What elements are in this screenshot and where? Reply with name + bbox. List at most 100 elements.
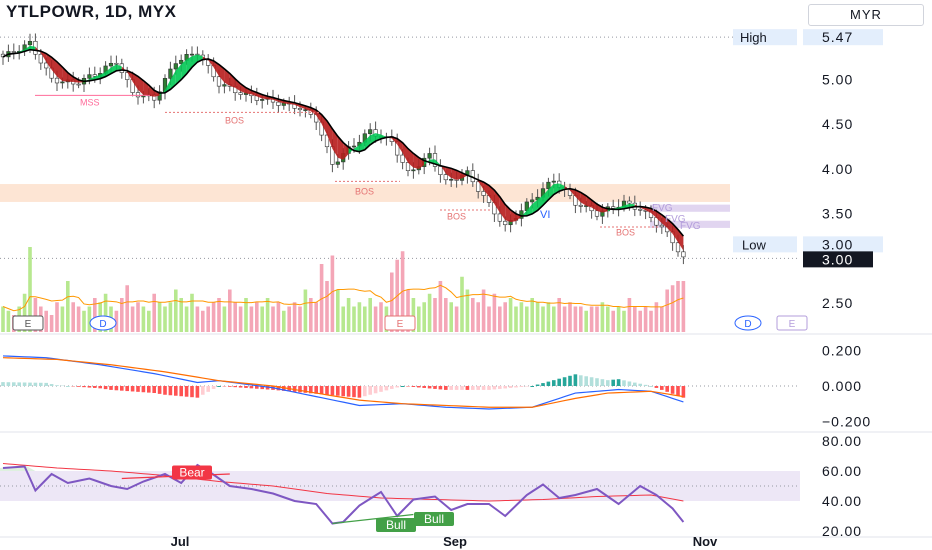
candle [87, 74, 92, 79]
macd-histogram-bar [476, 386, 480, 390]
volume-bar [66, 281, 70, 332]
volume-bar [82, 310, 86, 332]
macd-histogram-bar [201, 386, 205, 395]
low-value: 3.00 [822, 236, 853, 252]
volume-bar [514, 306, 518, 332]
macd-histogram-bar [411, 386, 416, 387]
ribbon-segment [543, 189, 549, 206]
volume-bar [595, 306, 599, 332]
currency-selector[interactable]: MYR [808, 4, 924, 26]
volume-bar [1, 306, 5, 332]
volume-bar [276, 302, 281, 332]
macd-histogram-bar [206, 386, 210, 392]
candle [530, 199, 535, 203]
macd-histogram-bar [519, 386, 524, 387]
candle [427, 153, 432, 159]
macd-histogram-bar [595, 378, 599, 386]
ribbon-segment [148, 85, 155, 97]
macd-histogram-bar [1, 382, 5, 386]
macd-histogram-bar [417, 386, 421, 388]
volume-bar [535, 302, 540, 332]
volume-bar [206, 306, 210, 332]
macd-histogram-bar [325, 386, 329, 395]
volume-bar [228, 289, 232, 332]
volume-bar [660, 306, 664, 332]
candle [481, 191, 486, 196]
macd-histogram-bar [616, 379, 621, 386]
volume-bar [573, 306, 578, 332]
divergence-badge [376, 518, 416, 532]
candle [179, 59, 184, 64]
candle [303, 109, 308, 111]
ribbon-segment [364, 135, 371, 150]
event-marker-label: D [99, 319, 106, 330]
volume-bar [60, 306, 65, 332]
x-axis-tick: Nov [693, 534, 718, 549]
ribbon-segment [40, 51, 47, 62]
volume-bar [471, 298, 475, 332]
macd-histogram-bar [125, 386, 129, 392]
fvg-zone [650, 204, 730, 212]
price-axis-tick: 2.50 [822, 295, 853, 311]
macd-histogram-bar [627, 381, 632, 386]
macd-histogram-bar [66, 386, 70, 387]
candle [168, 68, 173, 79]
macd-histogram-bar [93, 386, 97, 388]
candle [260, 99, 265, 101]
ribbon-segment [424, 159, 430, 165]
volume-bar [255, 302, 259, 332]
macd-histogram-bar [660, 386, 664, 390]
volume-bar [341, 306, 345, 332]
candle [627, 200, 632, 204]
volume-bar [460, 276, 464, 332]
candle [54, 77, 60, 84]
macd-histogram-bar [249, 386, 254, 389]
candle [681, 251, 686, 258]
macd-histogram-bar [136, 386, 140, 392]
macd-histogram-bar [244, 386, 248, 388]
candle [114, 62, 119, 65]
macd-histogram-bar [357, 386, 362, 398]
event-marker-label: D [744, 319, 751, 330]
macd-histogram-bar [195, 386, 200, 398]
macd-histogram-bar [190, 386, 194, 398]
macd-histogram-bar [276, 386, 281, 391]
high-label-box [733, 29, 797, 46]
candle [411, 169, 416, 172]
volume-bar [292, 302, 297, 332]
candle [135, 92, 141, 98]
volume-bar [665, 289, 669, 332]
low-label: Low [742, 237, 766, 252]
ribbon-segment [408, 148, 414, 168]
ribbon-segment [132, 73, 138, 90]
macd-histogram-bar [330, 386, 335, 396]
volume-bar [519, 302, 524, 332]
candle [594, 210, 600, 217]
macd-histogram-bar [346, 386, 351, 397]
volume-bar [179, 298, 183, 332]
event-marker-label: E [789, 319, 796, 330]
volume-bar [357, 302, 362, 332]
ribbon-segment [213, 60, 219, 77]
fvg-label: FVG [680, 221, 701, 232]
macd-histogram-bar [282, 386, 286, 391]
ribbon-segment [570, 188, 576, 197]
candle [368, 129, 373, 135]
volume-bar [6, 310, 11, 332]
volume-bar [487, 306, 491, 332]
high-value: 5.47 [822, 29, 853, 45]
macd-histogram-bar [541, 383, 545, 386]
ribbon-segment [597, 204, 603, 213]
candle [38, 53, 43, 64]
macd-histogram-bar [568, 375, 572, 386]
ribbon-segment [548, 183, 554, 200]
volume-bar [184, 306, 189, 332]
ribbon-segment [251, 90, 257, 97]
ribbon-segment [35, 46, 41, 53]
ribbon-segment [229, 73, 236, 88]
volume-bar [568, 302, 572, 332]
volume-bar [87, 306, 92, 332]
volume-bar [287, 306, 291, 332]
ribbon-segment [445, 167, 452, 178]
volume-bar [174, 289, 178, 332]
